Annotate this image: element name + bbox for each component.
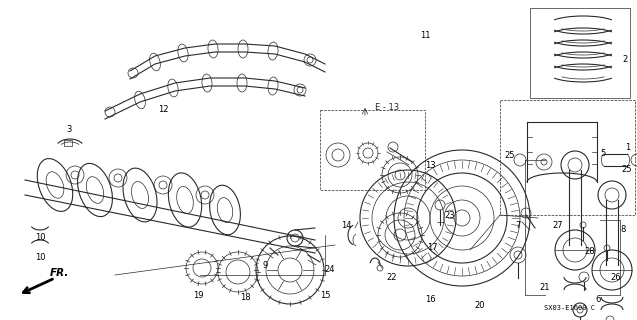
Text: 7: 7 <box>515 220 520 229</box>
Text: 3: 3 <box>66 125 72 134</box>
Text: 5: 5 <box>601 149 606 158</box>
Text: E - 13: E - 13 <box>375 102 399 111</box>
Text: SX03-E1600 C: SX03-E1600 C <box>545 305 596 311</box>
Text: 18: 18 <box>240 293 250 302</box>
Text: 26: 26 <box>611 274 621 283</box>
Text: 1: 1 <box>626 143 631 153</box>
Text: 11: 11 <box>420 30 430 39</box>
Text: 8: 8 <box>620 226 626 235</box>
Text: 21: 21 <box>540 284 550 292</box>
Text: 27: 27 <box>553 220 563 229</box>
Text: 13: 13 <box>425 161 435 170</box>
Text: 20: 20 <box>475 300 485 309</box>
Bar <box>530 8 630 98</box>
Text: 12: 12 <box>158 106 168 115</box>
Text: 16: 16 <box>425 295 435 305</box>
Text: 25: 25 <box>622 165 633 174</box>
Text: 14: 14 <box>341 220 351 229</box>
Text: 25: 25 <box>505 150 515 159</box>
Bar <box>64 140 72 146</box>
Text: 17: 17 <box>427 244 438 252</box>
Text: 6: 6 <box>596 295 601 305</box>
Text: 2: 2 <box>622 55 627 65</box>
Text: FR.: FR. <box>50 268 69 278</box>
Text: 23: 23 <box>445 211 455 220</box>
Text: 24: 24 <box>325 266 335 275</box>
Bar <box>320 110 425 190</box>
Text: 22: 22 <box>387 274 397 283</box>
Text: 19: 19 <box>193 291 203 300</box>
Text: 9: 9 <box>262 260 268 269</box>
Text: 15: 15 <box>320 291 330 300</box>
Text: 10: 10 <box>35 234 45 243</box>
Text: 28: 28 <box>585 247 596 257</box>
Bar <box>500 100 635 215</box>
Text: 10: 10 <box>35 253 45 262</box>
